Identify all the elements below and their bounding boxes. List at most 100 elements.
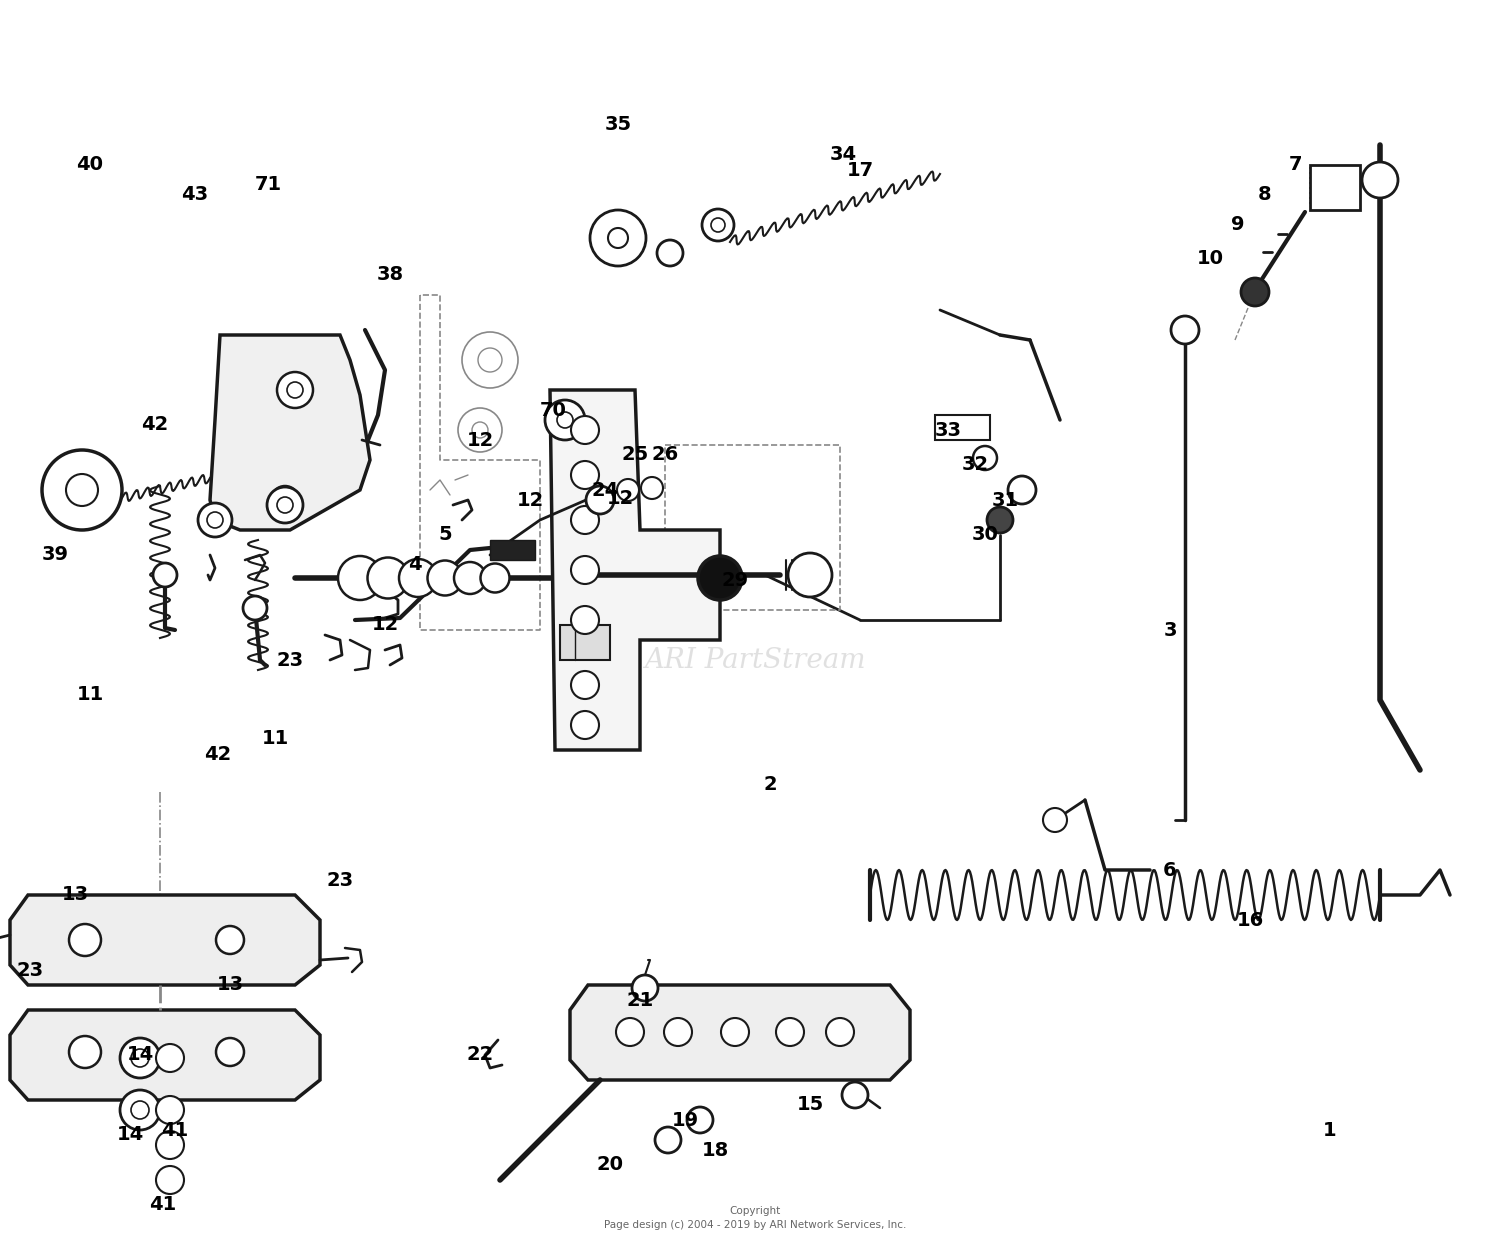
Circle shape <box>657 239 682 266</box>
Circle shape <box>156 1166 184 1194</box>
Text: 31: 31 <box>992 490 1018 509</box>
Text: 3: 3 <box>1164 620 1176 640</box>
Circle shape <box>1042 808 1066 832</box>
Circle shape <box>616 479 639 501</box>
Circle shape <box>711 218 724 232</box>
Polygon shape <box>550 391 720 750</box>
Circle shape <box>788 553 832 597</box>
Text: 30: 30 <box>972 525 999 544</box>
Circle shape <box>399 559 436 597</box>
Circle shape <box>427 561 462 596</box>
Circle shape <box>279 494 291 507</box>
Text: 40: 40 <box>76 155 104 174</box>
Circle shape <box>243 596 267 620</box>
Text: 20: 20 <box>597 1155 624 1174</box>
Circle shape <box>572 461 598 489</box>
Text: 12: 12 <box>516 490 543 509</box>
Circle shape <box>69 1036 100 1068</box>
Circle shape <box>572 556 598 583</box>
Text: 11: 11 <box>76 685 104 704</box>
Text: 23: 23 <box>276 650 303 669</box>
Circle shape <box>827 1018 854 1046</box>
Circle shape <box>278 496 292 513</box>
Text: 15: 15 <box>796 1095 824 1115</box>
Circle shape <box>156 1045 184 1072</box>
Circle shape <box>120 1090 160 1130</box>
Text: 24: 24 <box>591 480 618 499</box>
Circle shape <box>974 446 998 470</box>
Text: 42: 42 <box>204 746 231 765</box>
Polygon shape <box>10 1011 320 1100</box>
Text: 12: 12 <box>606 489 633 508</box>
Text: 23: 23 <box>16 960 44 979</box>
Polygon shape <box>570 985 910 1080</box>
Text: 42: 42 <box>141 416 168 435</box>
Circle shape <box>776 1018 804 1046</box>
Text: 6: 6 <box>1162 861 1178 879</box>
Text: 1: 1 <box>1323 1120 1336 1139</box>
Circle shape <box>478 348 502 372</box>
Text: 29: 29 <box>722 571 748 590</box>
Circle shape <box>130 1050 148 1067</box>
Circle shape <box>698 556 742 600</box>
Text: 14: 14 <box>117 1125 144 1144</box>
Polygon shape <box>10 895 320 985</box>
Circle shape <box>616 1018 644 1046</box>
Text: 12: 12 <box>466 431 494 450</box>
Text: 26: 26 <box>651 446 678 465</box>
Circle shape <box>590 210 646 266</box>
Text: ARI PartStream: ARI PartStream <box>644 646 866 674</box>
Circle shape <box>480 563 510 592</box>
Circle shape <box>572 507 598 534</box>
Circle shape <box>338 556 382 600</box>
Text: 38: 38 <box>376 266 404 285</box>
Circle shape <box>216 926 244 954</box>
Bar <box>490 541 536 559</box>
Text: 34: 34 <box>830 145 856 165</box>
Circle shape <box>286 382 303 398</box>
Text: 9: 9 <box>1232 215 1245 234</box>
Circle shape <box>267 488 303 523</box>
Text: 70: 70 <box>540 401 567 420</box>
Circle shape <box>272 486 298 514</box>
Circle shape <box>572 711 598 740</box>
Text: 4: 4 <box>408 556 422 575</box>
Text: 41: 41 <box>150 1196 177 1215</box>
Circle shape <box>640 478 663 499</box>
Circle shape <box>556 412 573 428</box>
Circle shape <box>702 209 734 241</box>
Text: 22: 22 <box>466 1046 494 1065</box>
Circle shape <box>544 399 585 440</box>
Text: 33: 33 <box>934 421 962 440</box>
Bar <box>934 415 990 440</box>
Circle shape <box>572 416 598 444</box>
Text: 17: 17 <box>846 160 873 179</box>
Circle shape <box>198 503 232 537</box>
Text: 8: 8 <box>1258 185 1272 204</box>
Circle shape <box>664 1018 692 1046</box>
Circle shape <box>66 474 98 507</box>
Text: 41: 41 <box>162 1120 189 1139</box>
Circle shape <box>1008 476 1036 504</box>
Circle shape <box>454 562 486 593</box>
Circle shape <box>987 507 1012 533</box>
Text: 16: 16 <box>1236 911 1263 930</box>
Text: Copyright
Page design (c) 2004 - 2019 by ARI Network Services, Inc.: Copyright Page design (c) 2004 - 2019 by… <box>604 1206 906 1230</box>
Circle shape <box>572 672 598 699</box>
Circle shape <box>216 1038 244 1066</box>
Text: 5: 5 <box>438 525 452 544</box>
Circle shape <box>278 372 314 408</box>
Text: 18: 18 <box>702 1140 729 1159</box>
Circle shape <box>572 606 598 634</box>
Text: 23: 23 <box>327 871 354 890</box>
Text: 19: 19 <box>672 1110 699 1129</box>
Polygon shape <box>210 335 370 530</box>
Circle shape <box>472 422 488 438</box>
Circle shape <box>656 1126 681 1153</box>
Circle shape <box>69 924 100 956</box>
Circle shape <box>153 563 177 587</box>
Circle shape <box>586 486 613 514</box>
Circle shape <box>632 975 658 1000</box>
Circle shape <box>156 1096 184 1124</box>
Circle shape <box>207 512 224 528</box>
